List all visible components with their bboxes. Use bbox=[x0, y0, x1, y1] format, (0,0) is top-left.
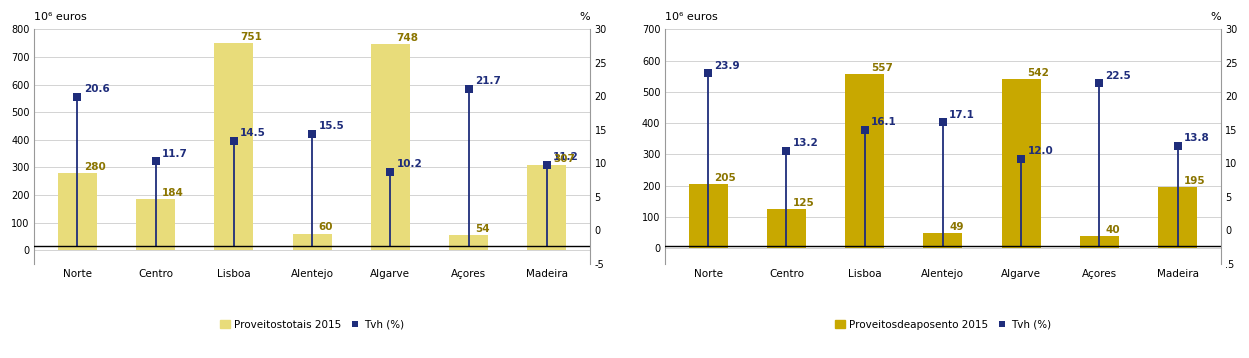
Text: 40: 40 bbox=[1105, 224, 1120, 234]
Text: 542: 542 bbox=[1028, 68, 1049, 78]
Bar bbox=[136, 199, 175, 250]
Text: 10.2: 10.2 bbox=[397, 159, 422, 169]
Text: 307: 307 bbox=[553, 154, 575, 164]
Text: 13.2: 13.2 bbox=[793, 138, 818, 148]
Bar bbox=[448, 235, 488, 250]
Text: 10⁶ euros: 10⁶ euros bbox=[35, 12, 87, 22]
Bar bbox=[371, 44, 410, 250]
Text: 184: 184 bbox=[162, 188, 184, 198]
Text: 125: 125 bbox=[793, 198, 814, 208]
Bar bbox=[1002, 79, 1040, 248]
Text: 60: 60 bbox=[318, 222, 333, 232]
Bar bbox=[688, 184, 728, 248]
Bar bbox=[923, 233, 963, 248]
Text: 20.6: 20.6 bbox=[84, 84, 110, 95]
Text: 22.5: 22.5 bbox=[1105, 71, 1132, 81]
Text: %: % bbox=[1210, 12, 1220, 22]
Bar bbox=[846, 74, 884, 248]
Text: %: % bbox=[580, 12, 590, 22]
Bar bbox=[57, 173, 97, 250]
Text: 205: 205 bbox=[714, 173, 736, 183]
Bar bbox=[215, 43, 254, 250]
Bar bbox=[1079, 236, 1119, 248]
Text: 11.2: 11.2 bbox=[553, 152, 578, 162]
Text: 280: 280 bbox=[84, 162, 105, 172]
Text: 54: 54 bbox=[475, 224, 490, 234]
Text: 16.1: 16.1 bbox=[871, 117, 897, 127]
Text: 195: 195 bbox=[1184, 176, 1205, 186]
Text: 15.5: 15.5 bbox=[318, 121, 345, 131]
Text: 21.7: 21.7 bbox=[475, 77, 501, 86]
Text: 11.7: 11.7 bbox=[162, 149, 187, 159]
Text: 49: 49 bbox=[949, 222, 964, 232]
Text: 23.9: 23.9 bbox=[714, 61, 741, 71]
Text: 748: 748 bbox=[397, 33, 418, 43]
Bar bbox=[527, 165, 566, 250]
Legend: Proveitostotais 2015, Tvh (%): Proveitostotais 2015, Tvh (%) bbox=[216, 315, 408, 334]
Text: 751: 751 bbox=[240, 32, 262, 42]
Text: 14.5: 14.5 bbox=[240, 129, 266, 139]
Bar bbox=[1158, 187, 1197, 248]
Bar bbox=[292, 233, 332, 250]
Text: 557: 557 bbox=[871, 63, 893, 73]
Text: 13.8: 13.8 bbox=[1184, 134, 1209, 144]
Text: 12.0: 12.0 bbox=[1028, 146, 1053, 156]
Bar bbox=[767, 209, 806, 248]
Legend: Proveitosdeaposento 2015, Tvh (%): Proveitosdeaposento 2015, Tvh (%) bbox=[831, 315, 1055, 334]
Text: 10⁶ euros: 10⁶ euros bbox=[666, 12, 718, 22]
Text: 17.1: 17.1 bbox=[949, 110, 975, 120]
